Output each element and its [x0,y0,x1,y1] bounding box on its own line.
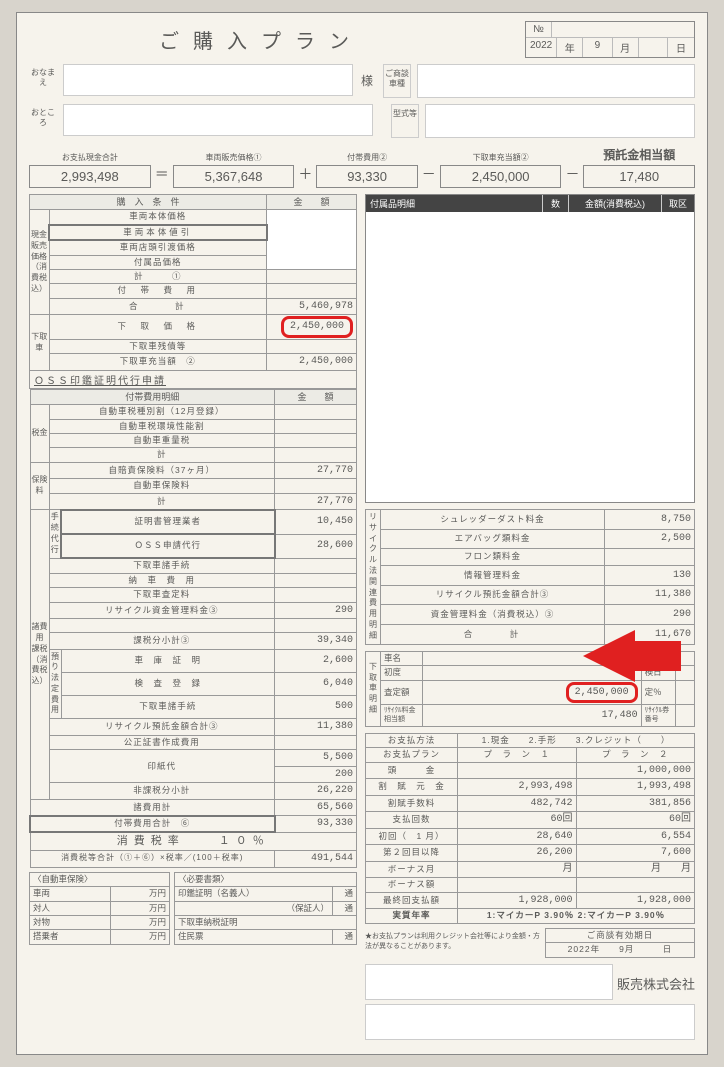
date-year: 2022 [526,38,557,57]
dealer-suffix: 販売株式会社 [617,964,695,1000]
dealer-name-field [365,964,613,1000]
dealer-addr-field [365,1004,695,1040]
type-grade-label: 型式等 [391,104,419,138]
oss-title: ＯＳＳ印鑑証明代行申請 [29,371,357,389]
valid-date-table: ご商談有効期日 2022年 9月 日 [545,928,695,958]
customer-addr-field [63,104,373,136]
customer-addr-label: おところ [29,104,57,138]
customer-name-label: おなまえ [29,64,57,98]
purchase-conditions-table: 購 入 条 件金 額 現金販売価格（消費税込） 車両本体価格 車両本体値引 車両… [29,194,357,371]
sum-deposit: 17,480 [583,165,695,188]
page-title: ご購入プラン [159,25,363,54]
insurance-table: 〈自動車保険〉 車両万円 対人万円 対物万円 搭乗者万円 [29,872,170,945]
accessories-panel: 付属品明細 数 金額(消費税込) 取区 [365,194,695,503]
sum-pay-total: 2,993,498 [29,165,151,188]
type-grade-field [425,104,695,138]
date-box: № 2022 年 9 月 日 [525,21,695,58]
tradein-appraisal-highlight: 2,450,000 [566,682,638,704]
tradein-price-highlight: 2,450,000 [281,316,353,338]
sum-vehicle-price: 5,367,648 [173,165,295,188]
sama-suffix: 様 [359,64,377,98]
red-arrow-tail [633,641,681,671]
subtotal-value: 5,460,978 [267,298,357,315]
sum-tradein: 2,450,000 [440,165,562,188]
summary-bar: お支払現金合計 2,993,498 ＝ 車両販売価格① 5,367,648 ＋ … [29,146,695,188]
car-type-field [417,64,695,98]
no-label: № [526,22,552,37]
sum-other-fee: 93,330 [316,165,417,188]
customer-name-field [63,64,353,96]
recycle-table: リサイクル法関連費用明細 シュレッダーダスト料金8,750 エアバッグ類料金2,… [365,509,695,645]
car-type-label: ご商談車種 [383,64,411,98]
red-arrow-icon [583,630,635,682]
incidental-costs-table: 付帯費用明細金 額 税金 自動車税種別割（12月登録） 自動車税環境性能割 自動… [29,389,357,868]
documents-table: 〈必要書類〉 印鑑証明（名義人）通 （保証人）通 下取車納税証明 住民票通 [174,872,357,945]
payment-plan-table: お支払方法1.現金 2.手形 3.クレジット（ ） お支払プランプ ラ ン １プ… [365,733,695,924]
payment-note: ★お支払プランは利用クレジット会社等により金額・方法が異なることがあります。 [365,931,541,951]
date-month: 9 [583,38,612,57]
